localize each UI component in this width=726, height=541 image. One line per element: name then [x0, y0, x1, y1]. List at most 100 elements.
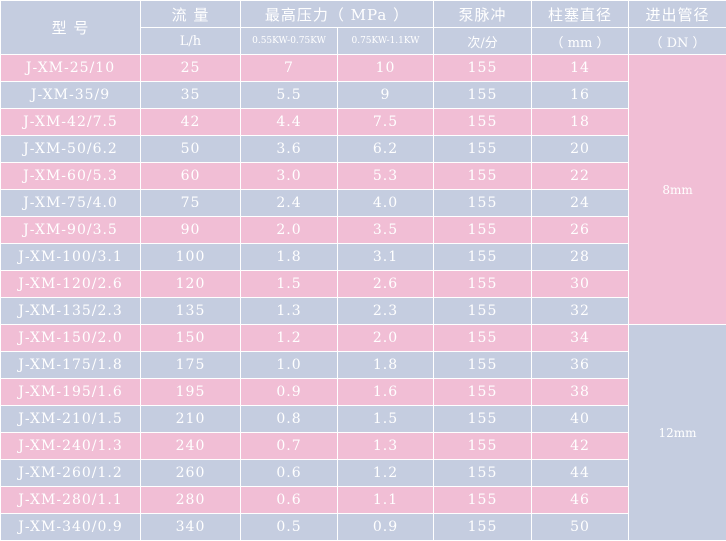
pressure-large-cell: 0.9 [338, 514, 434, 541]
pressure-small-cell: 0.7 [241, 433, 338, 460]
pressure-large-cell: 7.5 [338, 109, 434, 136]
header-pulse-unit: 次/分 [434, 28, 532, 55]
model-cell: J-XM-195/1.6 [1, 379, 141, 406]
pressure-small-cell: 5.5 [241, 82, 338, 109]
port-size-cell: 12mm [629, 325, 726, 541]
pressure-small-cell: 0.9 [241, 379, 338, 406]
pulse-cell: 155 [434, 271, 532, 298]
model-cell: J-XM-240/1.3 [1, 433, 141, 460]
header-plunger-unit: （ mm ） [532, 28, 629, 55]
plunger-diameter-cell: 26 [532, 217, 629, 244]
flow-cell: 175 [141, 352, 241, 379]
model-cell: J-XM-90/3.5 [1, 217, 141, 244]
model-cell: J-XM-175/1.8 [1, 352, 141, 379]
pressure-large-cell: 1.6 [338, 379, 434, 406]
pressure-small-cell: 1.0 [241, 352, 338, 379]
pulse-cell: 155 [434, 460, 532, 487]
plunger-diameter-cell: 42 [532, 433, 629, 460]
flow-cell: 135 [141, 298, 241, 325]
flow-cell: 150 [141, 325, 241, 352]
flow-cell: 340 [141, 514, 241, 541]
pressure-large-cell: 1.8 [338, 352, 434, 379]
plunger-diameter-cell: 32 [532, 298, 629, 325]
pulse-cell: 155 [434, 298, 532, 325]
pulse-cell: 155 [434, 82, 532, 109]
flow-cell: 100 [141, 244, 241, 271]
port-size-cell: 8mm [629, 55, 726, 325]
plunger-diameter-cell: 30 [532, 271, 629, 298]
plunger-diameter-cell: 38 [532, 379, 629, 406]
model-cell: J-XM-35/9 [1, 82, 141, 109]
model-cell: J-XM-75/4.0 [1, 190, 141, 217]
pulse-cell: 155 [434, 487, 532, 514]
pulse-cell: 155 [434, 136, 532, 163]
pulse-cell: 155 [434, 514, 532, 541]
pulse-cell: 155 [434, 55, 532, 82]
pressure-small-cell: 3.6 [241, 136, 338, 163]
pressure-small-cell: 4.4 [241, 109, 338, 136]
pressure-small-cell: 2.4 [241, 190, 338, 217]
pressure-small-cell: 2.0 [241, 217, 338, 244]
header-pressure-motor-small: 0.55KW-0.75KW [241, 28, 338, 55]
plunger-diameter-cell: 14 [532, 55, 629, 82]
header-pressure-motor-large: 0.75KW-1.1KW [338, 28, 434, 55]
model-cell: J-XM-120/2.6 [1, 271, 141, 298]
pressure-large-cell: 3.5 [338, 217, 434, 244]
header-model: 型 号 [1, 1, 141, 55]
pulse-cell: 155 [434, 406, 532, 433]
model-cell: J-XM-150/2.0 [1, 325, 141, 352]
plunger-diameter-cell: 20 [532, 136, 629, 163]
flow-cell: 50 [141, 136, 241, 163]
pulse-cell: 155 [434, 217, 532, 244]
model-cell: J-XM-42/7.5 [1, 109, 141, 136]
plunger-diameter-cell: 40 [532, 406, 629, 433]
pulse-cell: 155 [434, 433, 532, 460]
header-pump-pulse: 泵脉冲 [434, 1, 532, 28]
plunger-diameter-cell: 18 [532, 109, 629, 136]
flow-cell: 210 [141, 406, 241, 433]
header-flow-unit: L/h [141, 28, 241, 55]
flow-cell: 195 [141, 379, 241, 406]
pressure-large-cell: 1.1 [338, 487, 434, 514]
model-cell: J-XM-25/10 [1, 55, 141, 82]
model-cell: J-XM-280/1.1 [1, 487, 141, 514]
model-cell: J-XM-60/5.3 [1, 163, 141, 190]
pulse-cell: 155 [434, 244, 532, 271]
pressure-small-cell: 1.5 [241, 271, 338, 298]
model-cell: J-XM-100/3.1 [1, 244, 141, 271]
flow-cell: 260 [141, 460, 241, 487]
pressure-large-cell: 5.3 [338, 163, 434, 190]
pressure-large-cell: 3.1 [338, 244, 434, 271]
pressure-large-cell: 1.5 [338, 406, 434, 433]
pressure-small-cell: 1.8 [241, 244, 338, 271]
pressure-small-cell: 7 [241, 55, 338, 82]
pressure-small-cell: 1.3 [241, 298, 338, 325]
flow-cell: 120 [141, 271, 241, 298]
plunger-diameter-cell: 22 [532, 163, 629, 190]
pressure-small-cell: 0.8 [241, 406, 338, 433]
pressure-large-cell: 1.2 [338, 460, 434, 487]
pressure-large-cell: 4.0 [338, 190, 434, 217]
pressure-large-cell: 2.6 [338, 271, 434, 298]
plunger-diameter-cell: 16 [532, 82, 629, 109]
plunger-diameter-cell: 28 [532, 244, 629, 271]
flow-cell: 280 [141, 487, 241, 514]
header-flow: 流 量 [141, 1, 241, 28]
pulse-cell: 155 [434, 325, 532, 352]
plunger-diameter-cell: 24 [532, 190, 629, 217]
plunger-diameter-cell: 50 [532, 514, 629, 541]
